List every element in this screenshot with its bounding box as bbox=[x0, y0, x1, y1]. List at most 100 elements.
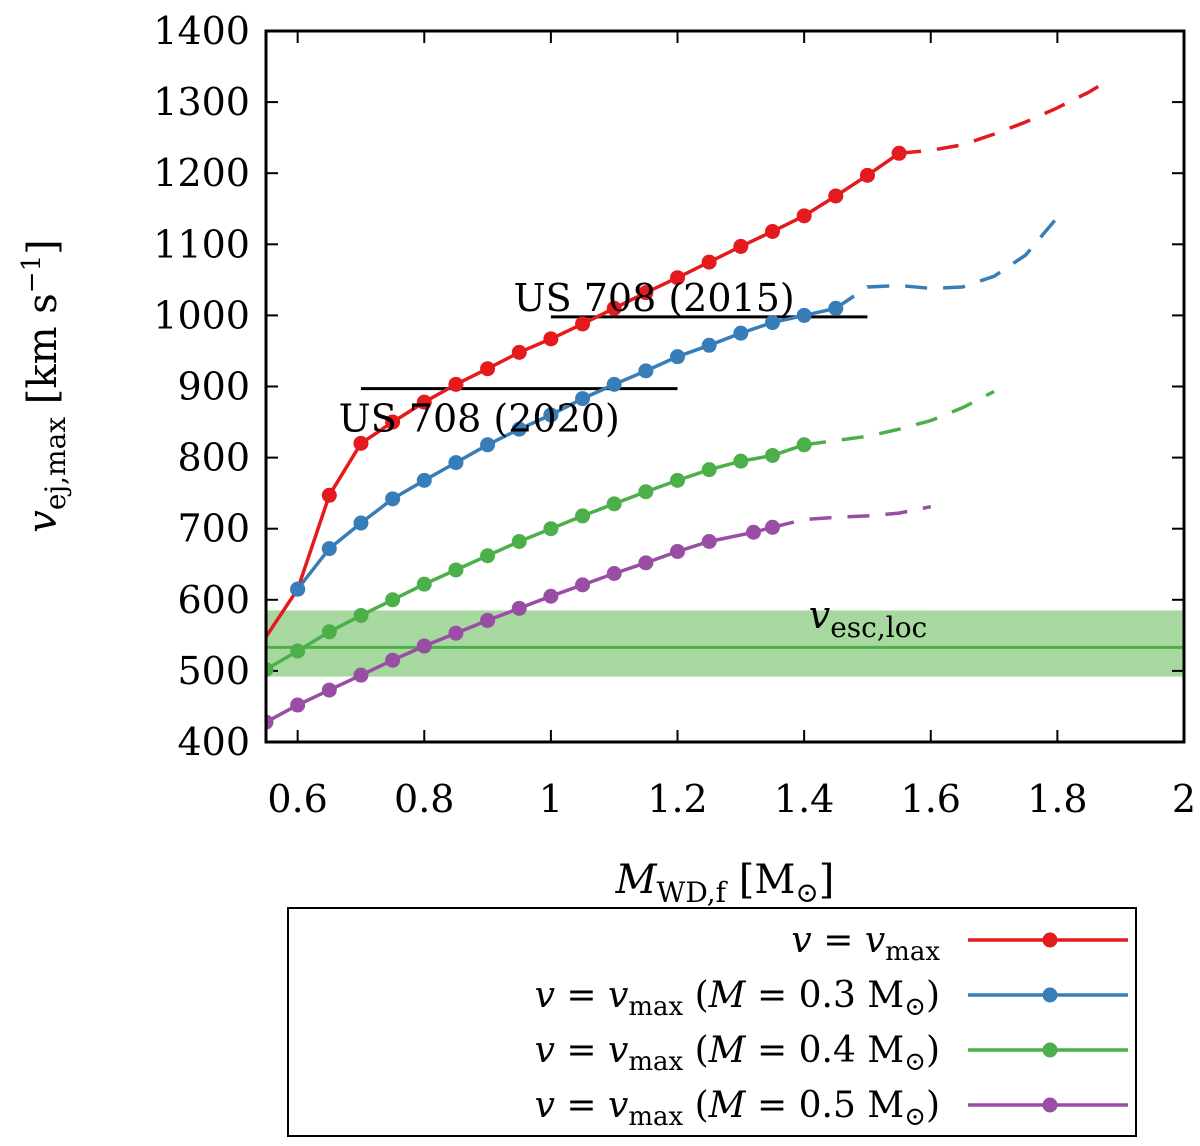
data-point bbox=[448, 562, 464, 578]
y-tick-label: 1400 bbox=[153, 9, 250, 53]
data-point bbox=[353, 515, 369, 531]
data-point bbox=[575, 577, 591, 593]
data-point bbox=[828, 300, 844, 316]
data-point bbox=[480, 612, 496, 628]
y-tick-label: 700 bbox=[177, 507, 250, 551]
data-point bbox=[511, 533, 527, 549]
data-point bbox=[701, 533, 717, 549]
data-point bbox=[638, 285, 654, 301]
data-point bbox=[764, 315, 780, 331]
legend-swatch-marker bbox=[1042, 1042, 1058, 1058]
data-point bbox=[796, 307, 812, 323]
data-point bbox=[448, 455, 464, 471]
data-point bbox=[416, 638, 432, 654]
y-tick-label: 1100 bbox=[153, 222, 250, 266]
x-tick-label: 1.6 bbox=[901, 777, 961, 821]
series-extrapolation-line bbox=[803, 389, 995, 447]
x-tick-label: 0.8 bbox=[394, 777, 454, 821]
data-point bbox=[290, 643, 306, 659]
plot-frame bbox=[264, 29, 1186, 744]
data-point bbox=[764, 519, 780, 535]
data-point bbox=[448, 376, 464, 392]
data-point bbox=[321, 541, 337, 557]
series-line bbox=[296, 306, 837, 591]
data-point bbox=[764, 224, 780, 240]
annotations-layer: US 708 (2015) US 708 (2020) vesc,loc bbox=[339, 276, 928, 644]
data-point bbox=[891, 145, 907, 161]
data-point bbox=[511, 421, 527, 437]
x-tick-label: 1 bbox=[539, 777, 563, 821]
escape-velocity-band bbox=[266, 610, 1184, 677]
data-point bbox=[266, 661, 274, 677]
x-tick-label: 2 bbox=[1172, 777, 1196, 821]
data-point bbox=[385, 491, 401, 507]
data-point bbox=[575, 391, 591, 407]
data-point bbox=[670, 270, 686, 286]
data-point bbox=[701, 254, 717, 270]
data-point bbox=[606, 300, 622, 316]
data-point bbox=[606, 496, 622, 512]
data-point bbox=[670, 543, 686, 559]
x-tick-label: 1.4 bbox=[774, 777, 834, 821]
series-1 bbox=[266, 82, 1103, 638]
series-2 bbox=[290, 216, 1059, 597]
data-point bbox=[480, 548, 496, 564]
legend-label-1: v = vmax bbox=[791, 920, 940, 967]
data-point bbox=[745, 524, 761, 540]
data-point bbox=[733, 238, 749, 254]
legend-box bbox=[287, 907, 1137, 1137]
data-point bbox=[480, 437, 496, 453]
legend-swatch-marker bbox=[1042, 1097, 1058, 1113]
data-point bbox=[796, 208, 812, 224]
data-point bbox=[543, 588, 559, 604]
data-point bbox=[575, 508, 591, 524]
data-point bbox=[353, 435, 369, 451]
data-point bbox=[796, 437, 812, 453]
y-axis-title: vej,max [km s−1] bbox=[17, 239, 72, 532]
data-point bbox=[266, 714, 274, 730]
data-point bbox=[416, 472, 432, 488]
data-point bbox=[701, 337, 717, 353]
data-point bbox=[511, 344, 527, 360]
data-point bbox=[353, 667, 369, 683]
escape-velocity-band-layer bbox=[266, 610, 1184, 677]
y-tick-label: 1300 bbox=[153, 80, 250, 124]
series-4 bbox=[266, 504, 932, 730]
data-point bbox=[416, 394, 432, 410]
y-tick-label: 400 bbox=[177, 720, 250, 764]
legend-items: v = vmax v = vmax (M = 0.3 M⊙) v = vmax (M… bbox=[535, 920, 1128, 1132]
legend-swatch-marker bbox=[1042, 987, 1058, 1003]
y-tick-label: 1200 bbox=[153, 151, 250, 195]
data-point bbox=[733, 325, 749, 341]
data-point bbox=[321, 487, 337, 503]
data-point bbox=[448, 625, 464, 641]
data-point bbox=[606, 565, 622, 581]
y-tick-label: 500 bbox=[177, 649, 250, 693]
x-axis-title: MWD,f [M⊙] bbox=[615, 857, 835, 909]
legend: v = vmax v = vmax (M = 0.3 M⊙) v = vmax (M… bbox=[287, 907, 1137, 1137]
reference-lines-layer bbox=[360, 315, 868, 391]
x-tick-label: 1.8 bbox=[1027, 777, 1087, 821]
data-point bbox=[321, 624, 337, 640]
escape-velocity-label: vesc,loc bbox=[809, 593, 927, 644]
tick-labels-layer: 0.6 0.8 1 1.2 1.4 1.6 1.8 2 400 500 600 700 800 900 10… bbox=[153, 9, 1196, 821]
data-point bbox=[416, 576, 432, 592]
data-point bbox=[543, 331, 559, 347]
data-point bbox=[353, 607, 369, 623]
data-point bbox=[638, 555, 654, 571]
x-tick-label: 0.6 bbox=[267, 777, 327, 821]
data-point bbox=[670, 472, 686, 488]
data-point bbox=[606, 376, 622, 392]
series-extrapolation-line bbox=[772, 504, 932, 529]
reference-label-1: US 708 (2015) bbox=[514, 276, 795, 320]
legend-label-3: v = vmax (M = 0.4 M⊙) bbox=[535, 1030, 940, 1077]
data-point bbox=[670, 349, 686, 365]
data-point bbox=[543, 521, 559, 537]
series-extrapolation-line bbox=[898, 82, 1103, 156]
data-point bbox=[385, 592, 401, 608]
reference-label-2: US 708 (2020) bbox=[339, 397, 620, 441]
data-point bbox=[480, 361, 496, 377]
data-point bbox=[701, 462, 717, 478]
data-point bbox=[290, 581, 306, 597]
data-point bbox=[764, 447, 780, 463]
